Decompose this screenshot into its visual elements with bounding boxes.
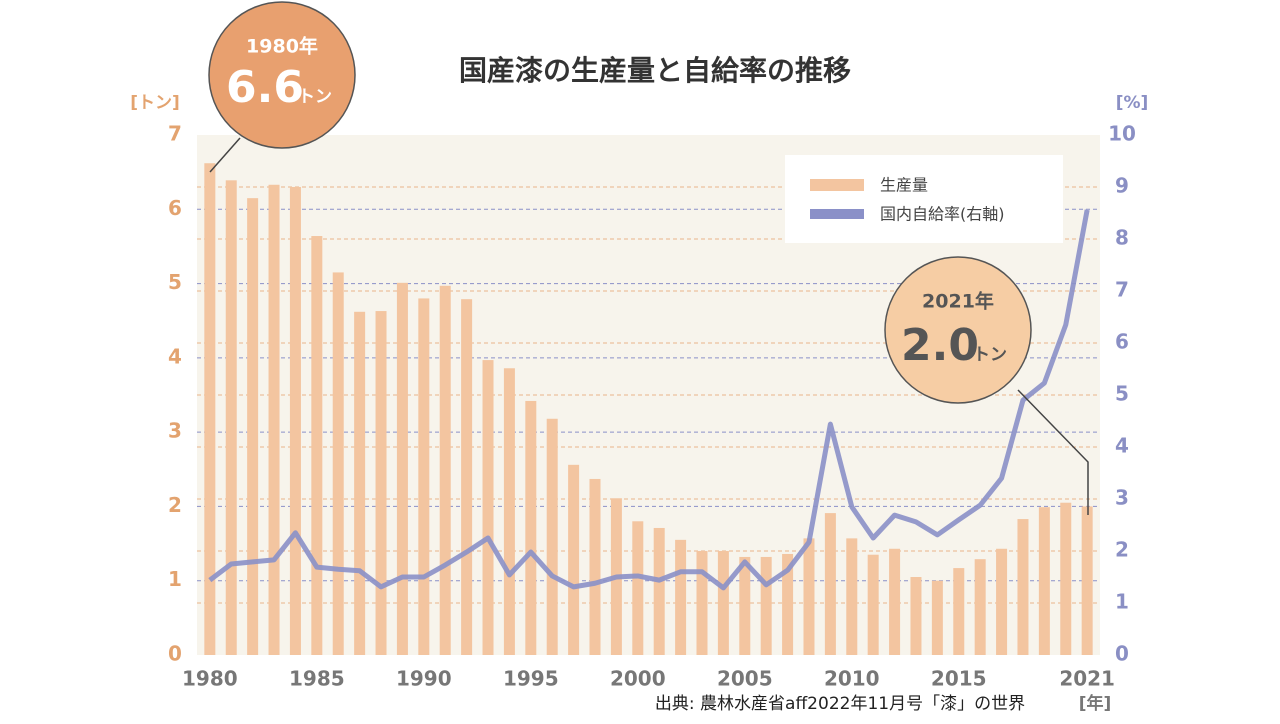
bar bbox=[204, 163, 216, 655]
bar bbox=[653, 527, 665, 655]
bar bbox=[867, 554, 879, 655]
y-tick-label: 2 bbox=[168, 493, 182, 517]
legend: 生産量 国内自給率(右軸) bbox=[785, 155, 1063, 243]
callout-circle bbox=[884, 256, 1032, 404]
leader-line bbox=[209, 137, 241, 173]
bar bbox=[503, 368, 515, 655]
callout-1980: 1980年 6.6 トン bbox=[208, 1, 356, 173]
legend-swatch bbox=[810, 179, 864, 191]
callout-circle bbox=[208, 1, 356, 149]
y2-tick-label: 7 bbox=[1115, 278, 1129, 302]
bar bbox=[568, 464, 580, 655]
bar bbox=[354, 311, 366, 655]
legend-label: 生産量 bbox=[880, 176, 928, 195]
callout-year: 1980年 bbox=[246, 35, 318, 58]
marks bbox=[204, 163, 1093, 656]
y2-axis-label: [%] bbox=[1116, 93, 1149, 113]
x-tick-label: 2000 bbox=[610, 667, 666, 691]
bar bbox=[418, 298, 430, 655]
callout-value: 2.0 bbox=[901, 320, 979, 371]
y2-tick-label: 0 bbox=[1115, 642, 1129, 666]
callout-unit: トン bbox=[298, 87, 332, 107]
bar bbox=[396, 282, 408, 655]
chart-title: 国産漆の生産量と自給率の推移 bbox=[459, 54, 851, 87]
bar bbox=[632, 521, 644, 655]
bar bbox=[311, 236, 323, 655]
bar bbox=[461, 299, 473, 655]
y-tick-label: 5 bbox=[168, 270, 182, 294]
bar bbox=[247, 198, 259, 655]
bar bbox=[953, 568, 965, 655]
bar bbox=[931, 580, 943, 655]
bar bbox=[910, 577, 922, 655]
x-tick-label: 2005 bbox=[717, 667, 773, 691]
callout-year: 2021年 bbox=[922, 290, 994, 313]
callout-unit: トン bbox=[973, 345, 1007, 365]
y2-tick-label: 5 bbox=[1115, 382, 1129, 406]
source: 出典: 農林水産省aff2022年11月号「漆」の世界 bbox=[655, 694, 1025, 714]
y-tick-label: 0 bbox=[168, 642, 182, 666]
bar bbox=[546, 418, 558, 655]
bar bbox=[974, 559, 986, 655]
bar bbox=[1017, 519, 1029, 655]
y2-tick-label: 10 bbox=[1108, 122, 1136, 146]
bar bbox=[803, 538, 815, 655]
bar bbox=[1038, 507, 1050, 655]
x-axis-label: [年] bbox=[1079, 693, 1112, 714]
y2-tick-label: 1 bbox=[1115, 590, 1129, 614]
y2-tick-label: 4 bbox=[1115, 434, 1129, 458]
callout-value: 6.6 bbox=[226, 62, 304, 113]
legend-box bbox=[785, 155, 1063, 243]
y2-tick-label: 3 bbox=[1115, 486, 1129, 510]
legend-swatch bbox=[810, 209, 864, 219]
x-tick-label: 2015 bbox=[931, 667, 987, 691]
y2-tick-label: 6 bbox=[1115, 330, 1129, 354]
bar bbox=[482, 360, 494, 655]
x-tick-label: 2010 bbox=[824, 667, 880, 691]
y-tick-label: 1 bbox=[168, 567, 182, 591]
bar bbox=[439, 285, 451, 655]
bar bbox=[525, 400, 537, 655]
y2-tick-label: 9 bbox=[1115, 174, 1129, 198]
line bbox=[208, 209, 1090, 591]
bar bbox=[589, 478, 601, 655]
bar bbox=[824, 513, 836, 655]
bar bbox=[675, 539, 687, 655]
bar bbox=[760, 556, 772, 655]
x-tick-label: 1990 bbox=[396, 667, 452, 691]
x-tick-label: 1980 bbox=[182, 667, 238, 691]
bar bbox=[846, 538, 858, 655]
y2-tick-label: 2 bbox=[1115, 538, 1129, 562]
x-tick-label: 1995 bbox=[503, 667, 559, 691]
bar bbox=[889, 548, 901, 655]
leader-line bbox=[1017, 389, 1089, 515]
bar bbox=[289, 187, 301, 655]
bar bbox=[1081, 506, 1093, 655]
bar bbox=[717, 551, 729, 655]
callout-2021: 2021年 2.0 トン bbox=[884, 256, 1089, 515]
y-axis-label: [トン] bbox=[130, 93, 180, 113]
bar bbox=[1060, 502, 1072, 655]
y2-tick-label: 8 bbox=[1115, 226, 1129, 250]
bar bbox=[332, 272, 344, 655]
bar bbox=[739, 556, 751, 655]
x-tick-label: 1985 bbox=[289, 667, 345, 691]
bar bbox=[996, 548, 1008, 655]
y-tick-label: 3 bbox=[168, 419, 182, 443]
bar bbox=[268, 184, 280, 655]
y-tick-label: 4 bbox=[168, 344, 182, 368]
bar bbox=[782, 553, 794, 655]
bar bbox=[225, 180, 237, 656]
x-tick-label: 2021 bbox=[1059, 667, 1115, 691]
y-tick-label: 7 bbox=[168, 122, 182, 146]
bar bbox=[696, 551, 708, 655]
bar bbox=[375, 311, 387, 655]
legend-label: 国内自給率(右軸) bbox=[880, 205, 1005, 224]
y-tick-label: 6 bbox=[168, 196, 182, 220]
